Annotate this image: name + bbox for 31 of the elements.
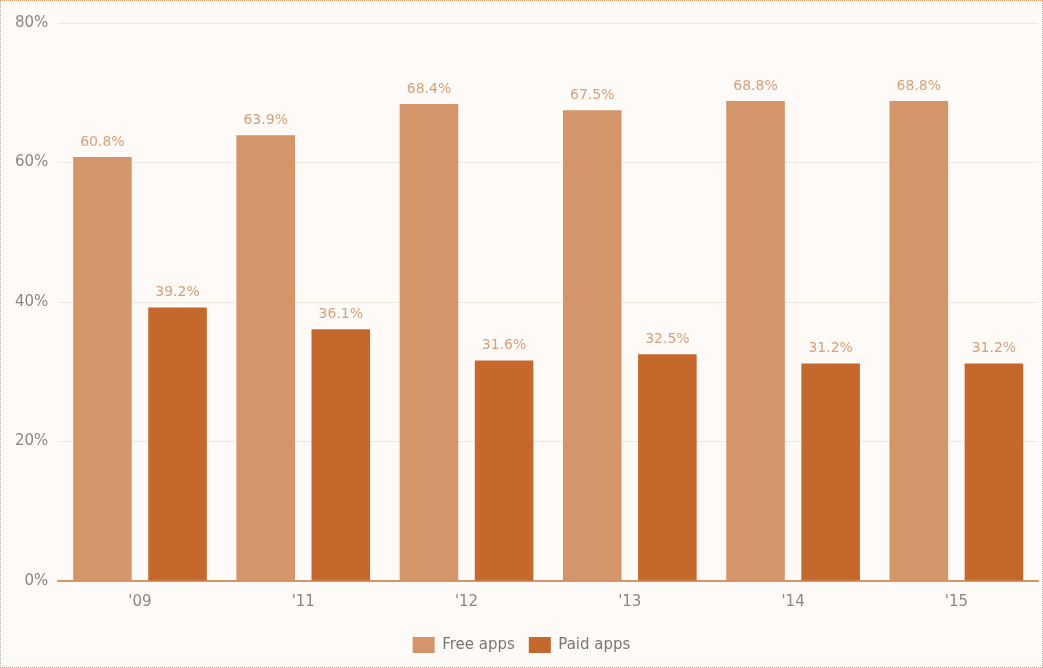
x-tick-label: '12 xyxy=(454,591,479,610)
x-tick-label: '14 xyxy=(781,591,805,610)
data-label: 39.2% xyxy=(155,283,200,300)
data-label: 31.2% xyxy=(971,339,1017,356)
bar xyxy=(311,329,371,581)
bar xyxy=(148,307,207,581)
y-tick-label: 80% xyxy=(15,12,49,31)
legend-label: Free apps xyxy=(442,634,515,653)
y-tick-label: 20% xyxy=(15,431,49,450)
data-label: 68.8% xyxy=(896,76,942,93)
data-label: 31.2% xyxy=(808,339,853,356)
x-tick-label: '13 xyxy=(618,591,642,610)
bar xyxy=(638,354,697,581)
x-tick-label: '09 xyxy=(128,591,152,610)
y-tick-label: 0% xyxy=(24,570,49,589)
bar xyxy=(964,363,1024,581)
x-tick-label: '15 xyxy=(944,591,968,610)
data-label: 68.4% xyxy=(406,79,452,96)
y-tick-label: 40% xyxy=(15,291,49,310)
x-tick-label: '11 xyxy=(291,591,315,610)
legend-label: Paid apps xyxy=(558,634,631,653)
data-label: 63.9% xyxy=(243,110,288,127)
y-tick-label: 60% xyxy=(15,152,49,171)
data-label: 67.5% xyxy=(570,85,615,102)
data-label: 68.8% xyxy=(733,76,778,93)
bar xyxy=(474,360,534,581)
data-label: 31.6% xyxy=(481,336,527,353)
bar xyxy=(801,363,860,581)
data-label: 36.1% xyxy=(318,304,364,321)
data-label: 32.5% xyxy=(645,329,690,346)
data-label: 60.8% xyxy=(80,132,125,149)
